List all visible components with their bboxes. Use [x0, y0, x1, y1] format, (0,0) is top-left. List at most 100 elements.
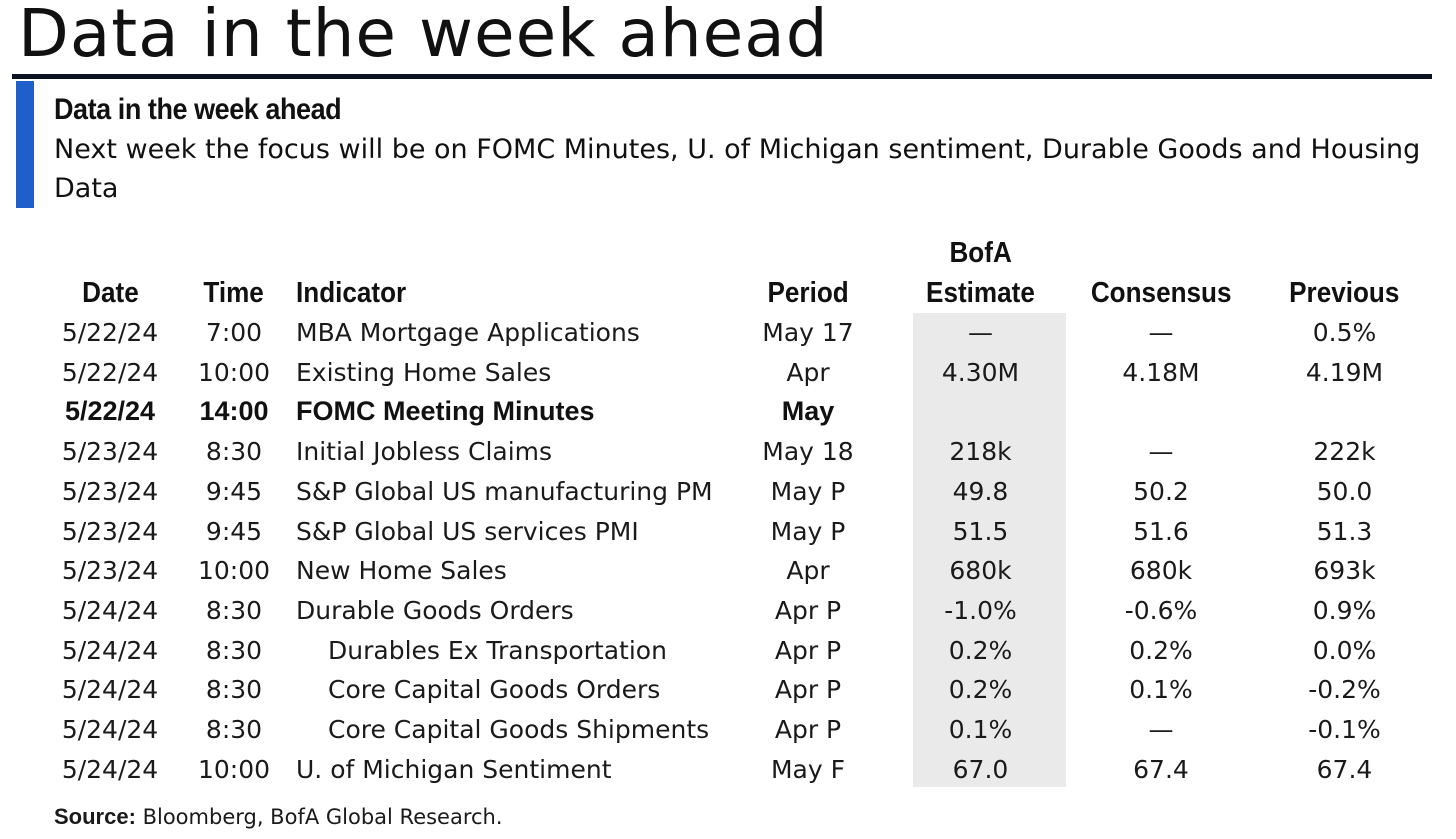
- cell-previous: 222k: [1313, 437, 1376, 467]
- cell-period: Apr: [786, 556, 830, 586]
- cell-period: May: [781, 396, 835, 427]
- cell-indicator: Core Capital Goods Orders: [328, 675, 661, 705]
- table-header-row: Date Time Indicator Period BofA Estimate …: [48, 234, 1424, 313]
- table-row: 5/24/24 8:30 Core Capital Goods Shipment…: [48, 710, 1424, 750]
- cell-indicator: S&P Global US manufacturing PMI: [296, 476, 712, 506]
- cell-estimate: 218k: [949, 437, 1012, 467]
- table-row-highlighted: 5/22/24 14:00 FOMC Meeting Minutes May: [48, 392, 1424, 432]
- table-row: 5/24/24 8:30 Durable Goods Orders Apr P …: [48, 591, 1424, 631]
- cell-previous: 693k: [1313, 556, 1376, 586]
- cell-indicator: Durables Ex Transportation: [328, 635, 667, 665]
- cell-indicator: Durable Goods Orders: [296, 595, 574, 625]
- cell-time: 10:00: [197, 357, 271, 387]
- cell-date: 5/22/24: [64, 396, 156, 427]
- cell-indicator: MBA Mortgage Applications: [296, 318, 640, 347]
- cell-previous: 0.5%: [1312, 318, 1377, 347]
- table-row: 5/22/24 10:00 Existing Home Sales Apr 4.…: [48, 353, 1424, 393]
- cell-period: May 17: [762, 318, 854, 347]
- cell-estimate: 0.2%: [948, 635, 1013, 665]
- cell-consensus: —: [1148, 437, 1174, 467]
- cell-previous: 67.4: [1316, 754, 1373, 784]
- cell-period: Apr P: [774, 595, 842, 625]
- table-row: 5/23/24 9:45 S&P Global US services PMI …: [48, 512, 1424, 552]
- cell-previous: -0.2%: [1308, 675, 1381, 705]
- section-subtitle: Next week the focus will be on FOMC Minu…: [54, 134, 1421, 204]
- cell-period: Apr P: [774, 715, 842, 745]
- cell-time: 8:30: [205, 635, 263, 665]
- cell-indicator: Existing Home Sales: [296, 357, 552, 387]
- cell-indicator: New Home Sales: [296, 556, 507, 586]
- cell-previous: [1265, 392, 1424, 432]
- header-consensus: Consensus: [1090, 276, 1232, 309]
- cell-estimate: 0.2%: [948, 675, 1013, 705]
- cell-period: May P: [770, 476, 846, 506]
- header-bofa-estimate: BofA Estimate: [926, 237, 1035, 309]
- cell-consensus: 4.18M: [1122, 357, 1200, 387]
- cell-estimate: —: [968, 318, 993, 347]
- source-note: Source: Bloomberg, BofA Global Research.: [54, 802, 503, 832]
- cell-consensus: 0.1%: [1129, 675, 1193, 705]
- source-text: Bloomberg, BofA Global Research.: [135, 805, 503, 829]
- cell-indicator: S&P Global US services PMI: [296, 516, 639, 546]
- cell-time: 7:00: [205, 318, 263, 347]
- header-indicator: Indicator: [296, 276, 407, 309]
- economic-calendar-table: Date Time Indicator Period BofA Estimate …: [48, 234, 1424, 789]
- cell-date: 5/23/24: [61, 516, 159, 546]
- cell-consensus: 67.4: [1133, 754, 1189, 784]
- cell-previous: 0.9%: [1312, 595, 1377, 625]
- cell-time: 8:30: [205, 675, 263, 705]
- cell-consensus: 51.6: [1133, 516, 1189, 546]
- cell-date: 5/23/24: [61, 437, 159, 467]
- table-row: 5/24/24 8:30 Core Capital Goods Orders A…: [48, 670, 1424, 710]
- cell-indicator: Initial Jobless Claims: [296, 437, 553, 467]
- cell-consensus: 0.2%: [1129, 635, 1193, 665]
- cell-estimate: 680k: [949, 556, 1012, 586]
- estimate-column-shading: [913, 313, 1066, 787]
- cell-time: 10:00: [197, 556, 271, 586]
- cell-estimate: 67.0: [952, 754, 1009, 784]
- cell-time: 8:30: [205, 715, 263, 745]
- cell-date: 5/23/24: [61, 556, 159, 586]
- cell-period: Apr: [786, 357, 830, 387]
- cell-consensus: 50.2: [1133, 476, 1189, 506]
- table-row: 5/23/24 8:30 Initial Jobless Claims May …: [48, 432, 1424, 472]
- cell-previous: 51.3: [1316, 516, 1373, 546]
- cell-consensus: —: [1148, 715, 1174, 745]
- header-previous: Previous: [1289, 276, 1400, 309]
- cell-time: 14:00: [199, 396, 269, 427]
- header-period: Period: [767, 276, 849, 309]
- cell-date: 5/24/24: [61, 754, 159, 784]
- header-date: Date: [81, 276, 139, 309]
- section-heading: Data in the week ahead: [54, 93, 342, 126]
- cell-date: 5/22/24: [61, 357, 159, 387]
- cell-estimate: [904, 392, 1057, 432]
- cell-period: Apr P: [774, 635, 842, 665]
- cell-period: Apr P: [774, 675, 842, 705]
- cell-estimate: 0.1%: [948, 715, 1013, 745]
- cell-previous: 50.0: [1316, 476, 1373, 506]
- cell-estimate: 51.5: [952, 516, 1009, 546]
- cell-consensus: 680k: [1129, 556, 1193, 586]
- cell-estimate: 4.30M: [941, 357, 1020, 387]
- cell-estimate: 49.8: [952, 476, 1009, 506]
- page-title: Data in the week ahead: [18, 0, 829, 72]
- table-row: 5/22/24 7:00 MBA Mortgage Applications M…: [48, 313, 1424, 353]
- cell-date: 5/22/24: [61, 318, 159, 347]
- table-row: 5/24/24 10:00 U. of Michigan Sentiment M…: [48, 750, 1424, 790]
- cell-date: 5/24/24: [61, 635, 159, 665]
- source-label: Source:: [54, 804, 136, 829]
- cell-consensus: [1057, 392, 1265, 432]
- cell-period: May 18: [762, 437, 854, 467]
- cell-consensus: -0.6%: [1124, 595, 1198, 625]
- cell-date: 5/24/24: [61, 715, 159, 745]
- cell-time: 8:30: [205, 437, 263, 467]
- cell-time: 8:30: [205, 595, 263, 625]
- section-accent-bar: [16, 81, 34, 208]
- cell-indicator: U. of Michigan Sentiment: [296, 754, 612, 784]
- cell-previous: -0.1%: [1308, 715, 1381, 745]
- cell-time: 9:45: [205, 516, 263, 546]
- cell-time: 10:00: [197, 754, 271, 784]
- cell-previous: 0.0%: [1312, 635, 1377, 665]
- table-row: 5/23/24 10:00 New Home Sales Apr 680k 68…: [48, 551, 1424, 591]
- title-rule: [12, 74, 1432, 79]
